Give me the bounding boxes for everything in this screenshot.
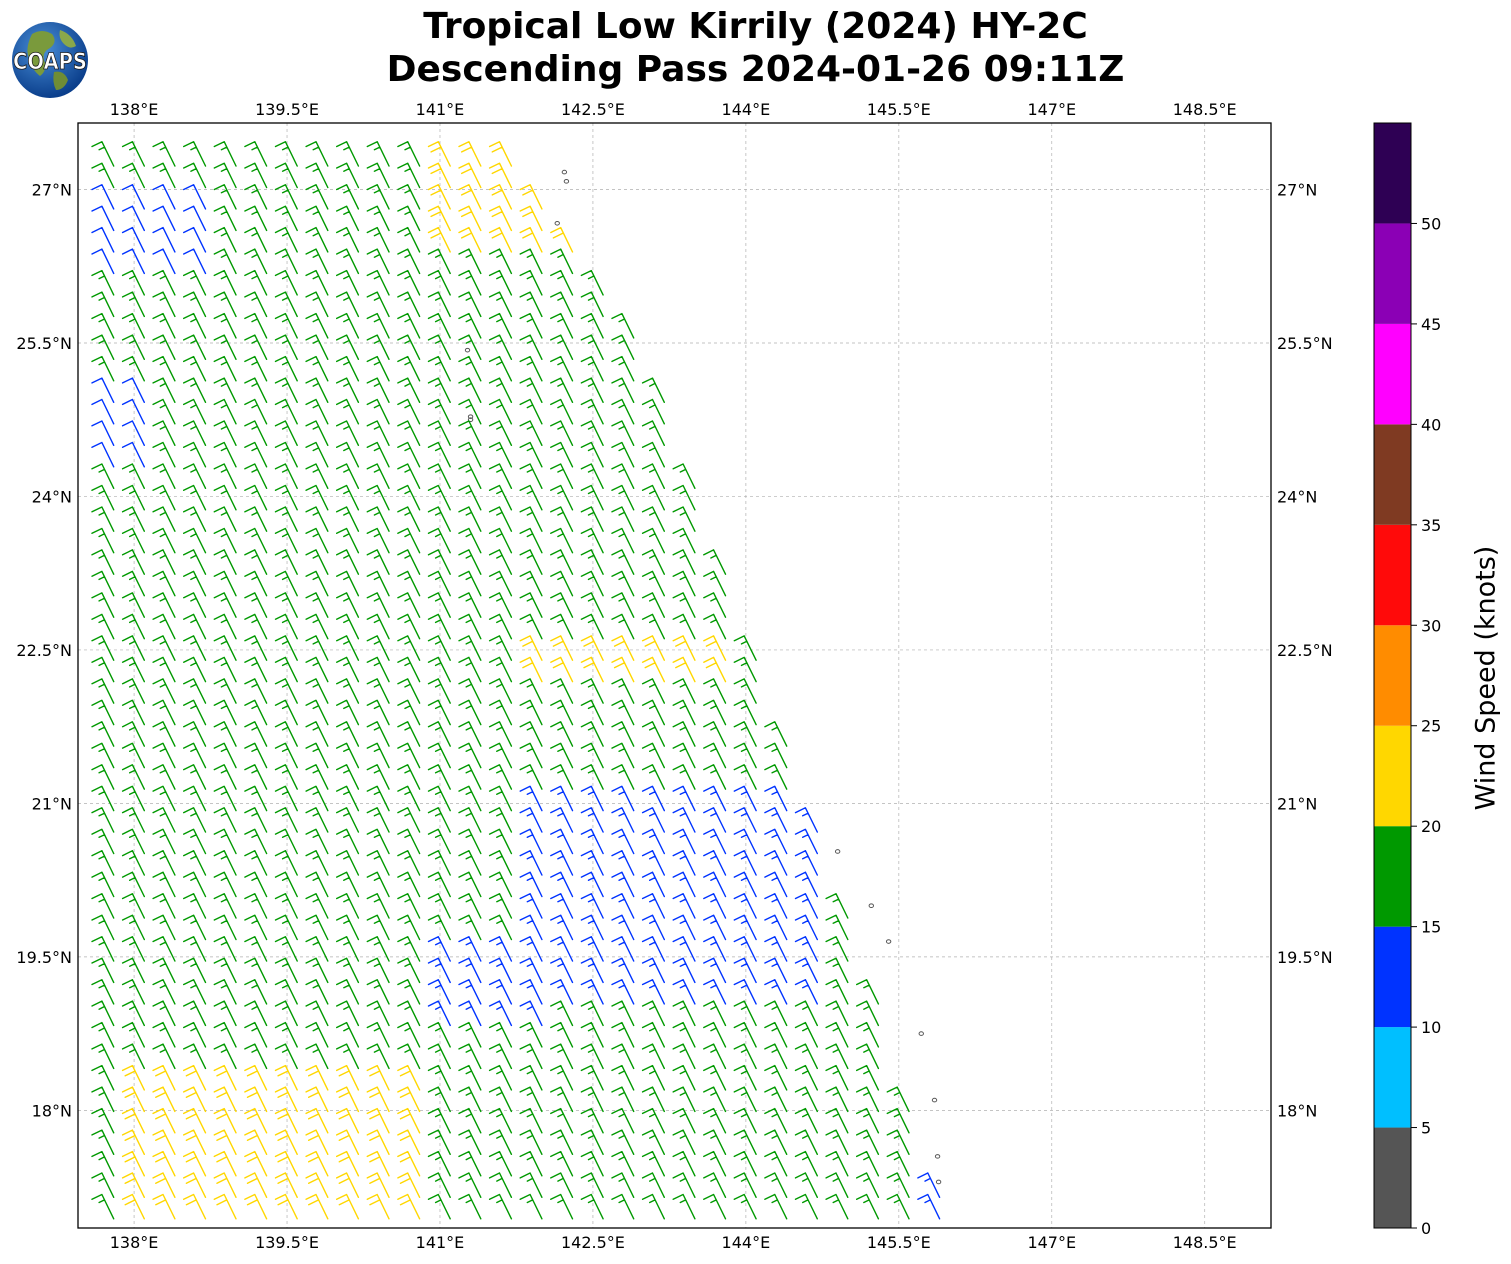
island-outline	[885, 939, 892, 944]
lon-tick-label-top: 139.5°E	[255, 100, 319, 119]
lat-tick-label-left: 19.5°N	[16, 948, 72, 967]
island-outline	[834, 849, 841, 854]
lon-tick-label-bottom: 147°E	[1027, 1233, 1076, 1252]
lat-tick-label-left: 21°N	[32, 794, 72, 813]
lon-tick-label-top: 138°E	[110, 100, 159, 119]
colorbar-tick-label: 50	[1421, 214, 1441, 233]
lon-tick-label-bottom: 142.5°E	[561, 1233, 625, 1252]
island-outline	[934, 1154, 941, 1159]
lon-tick-label-top: 147°E	[1027, 100, 1076, 119]
island-outline	[868, 903, 874, 909]
colorbar-tick-label: 10	[1421, 1018, 1441, 1037]
colorbar-segment	[1374, 625, 1411, 726]
colorbar-label: Wind Speed (knots)	[1470, 545, 1502, 811]
globe-logo-icon: COAPS	[12, 22, 88, 98]
colorbar-segment	[1374, 926, 1411, 1028]
map-background	[78, 123, 1271, 1228]
lat-tick-label-left: 18°N	[32, 1101, 72, 1120]
colorbar-segment	[1374, 725, 1411, 827]
lat-tick-label-right: 25.5°N	[1277, 334, 1333, 353]
lat-tick-label-right: 24°N	[1277, 487, 1317, 506]
lat-tick-label-right: 21°N	[1277, 794, 1317, 813]
colorbar-tick-label: 20	[1421, 817, 1441, 836]
island-outline	[464, 347, 471, 353]
colorbar-segment	[1374, 323, 1411, 425]
lat-tick-label-left: 27°N	[32, 181, 72, 200]
lat-tick-label-left: 24°N	[32, 487, 72, 506]
wind-barb-group	[91, 184, 941, 1220]
island-outline	[563, 179, 570, 184]
logo-text: COAPS	[13, 50, 87, 75]
colorbar-segment	[1374, 424, 1411, 525]
island-outline	[931, 1097, 938, 1103]
lat-tick-label-right: 19.5°N	[1277, 948, 1333, 967]
colorbar-segment	[1374, 1027, 1411, 1128]
map-frame	[77, 122, 1272, 1229]
colorbar-segment	[1374, 826, 1411, 927]
island-outline	[467, 417, 474, 423]
chart-subtitle: Descending Pass 2024-01-26 09:11Z	[386, 49, 1125, 90]
lat-tick-label-right: 22.5°N	[1277, 641, 1333, 660]
island-outline	[918, 1031, 924, 1036]
island-outline	[467, 414, 474, 419]
lat-tick-label-right: 18°N	[1277, 1101, 1317, 1120]
chart-title: Tropical Low Kirrily (2024) HY-2C	[423, 6, 1088, 47]
colorbar-tick-label: 40	[1421, 415, 1441, 434]
island-outline	[554, 220, 560, 226]
lon-tick-label-bottom: 148.5°E	[1173, 1233, 1237, 1252]
lon-tick-label-top: 145.5°E	[867, 100, 931, 119]
colorbar-tick-label: 15	[1421, 918, 1441, 937]
colorbar-segment	[1374, 223, 1411, 324]
colorbar-segment	[1374, 1127, 1411, 1228]
coastlines	[464, 169, 942, 1185]
lon-tick-label-top: 148.5°E	[1173, 100, 1237, 119]
wind-barb-group	[121, 141, 727, 1220]
colorbar-tick-label: 35	[1421, 516, 1441, 535]
lon-tick-label-bottom: 141°E	[416, 1233, 465, 1252]
wind-barbs	[91, 141, 941, 1220]
wind-barb-group	[91, 141, 910, 1220]
lon-tick-label-bottom: 145.5°E	[867, 1233, 931, 1252]
lon-tick-label-bottom: 138°E	[110, 1233, 159, 1252]
colorbar-segment	[1374, 123, 1411, 224]
colorbar-tick-label: 0	[1421, 1219, 1431, 1238]
colorbar: 0 5 10 15 20 25 30 35 40 45 50	[1373, 122, 1441, 1238]
colorbar-segment	[1374, 524, 1411, 626]
lon-tick-label-top: 144°E	[722, 100, 771, 119]
colorbar-tick-label: 30	[1421, 616, 1441, 635]
lon-tick-label-bottom: 139.5°E	[255, 1233, 319, 1252]
colorbar-tick-label: 25	[1421, 717, 1441, 736]
lat-tick-label-left: 25.5°N	[16, 334, 72, 353]
colorbar-frame	[1373, 122, 1412, 1229]
lat-tick-label-right: 27°N	[1277, 181, 1317, 200]
lon-tick-label-top: 141°E	[416, 100, 465, 119]
colorbar-tick-label: 45	[1421, 315, 1441, 334]
lon-tick-label-top: 142.5°E	[561, 100, 625, 119]
colorbar-tick-label: 5	[1421, 1119, 1431, 1138]
island-outline	[561, 169, 568, 175]
lat-tick-label-left: 22.5°N	[16, 641, 72, 660]
lon-tick-label-bottom: 144°E	[722, 1233, 771, 1252]
island-outline	[935, 1179, 942, 1185]
axis-ticks: 138°E 138°E 139.5°E 139.5°E 141°E 141°E 142.5°…	[16, 100, 1332, 1252]
